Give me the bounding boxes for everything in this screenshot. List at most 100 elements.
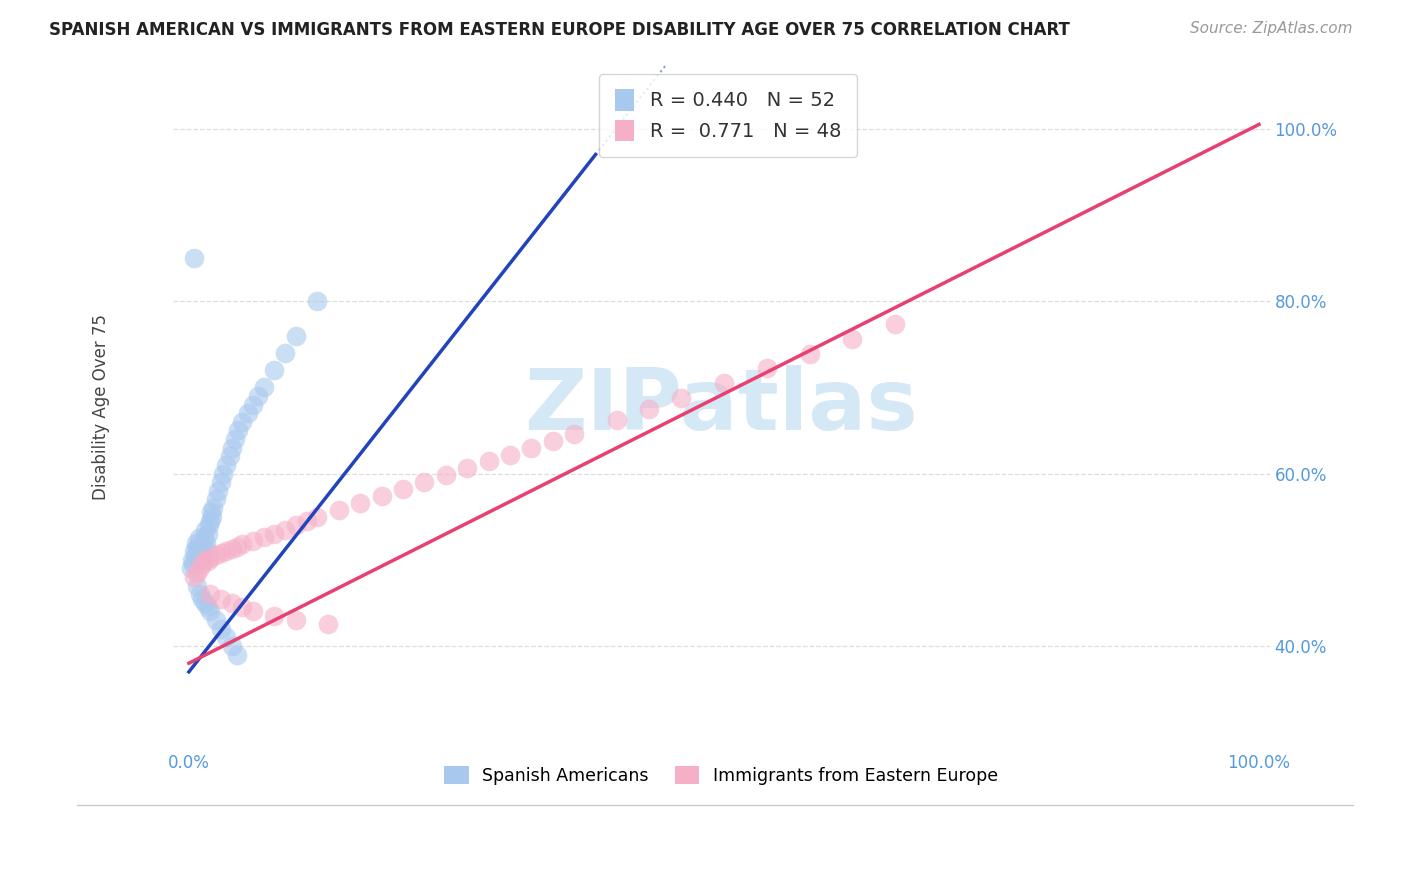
Point <box>247 389 270 403</box>
Point <box>221 542 243 557</box>
Point <box>263 527 285 541</box>
Point <box>328 502 350 516</box>
Point <box>191 540 214 554</box>
Y-axis label: Disability Age Over 75: Disability Age Over 75 <box>93 314 110 500</box>
Point <box>284 613 307 627</box>
Text: SPANISH AMERICAN VS IMMIGRANTS FROM EASTERN EUROPE DISABILITY AGE OVER 75 CORREL: SPANISH AMERICAN VS IMMIGRANTS FROM EAST… <box>49 21 1070 39</box>
Point <box>520 441 543 455</box>
Point <box>181 557 204 571</box>
Point <box>209 475 232 490</box>
Point <box>181 553 204 567</box>
Point <box>841 332 863 346</box>
Point <box>253 530 276 544</box>
Point <box>186 566 208 580</box>
Point <box>200 587 222 601</box>
Point <box>194 596 217 610</box>
Point <box>215 544 238 558</box>
Point <box>316 617 339 632</box>
Point <box>221 596 243 610</box>
Point <box>226 424 249 438</box>
Point <box>284 518 307 533</box>
Text: Source: ZipAtlas.com: Source: ZipAtlas.com <box>1189 21 1353 37</box>
Point <box>180 561 202 575</box>
Point <box>200 514 222 528</box>
Point <box>212 467 235 481</box>
Point <box>456 461 478 475</box>
Point <box>562 426 585 441</box>
Point <box>236 406 259 420</box>
Point <box>194 553 217 567</box>
Point <box>198 518 221 533</box>
Point <box>413 475 436 490</box>
Point <box>186 535 208 549</box>
Point <box>193 531 215 545</box>
Point <box>221 639 243 653</box>
Point <box>183 570 205 584</box>
Point <box>190 544 212 558</box>
Point <box>183 544 205 558</box>
Point <box>253 380 276 394</box>
Point <box>186 540 208 554</box>
Point <box>186 579 208 593</box>
Point <box>669 391 692 405</box>
Point <box>541 434 564 448</box>
Point <box>274 346 297 360</box>
Point <box>263 363 285 377</box>
Point <box>188 561 211 575</box>
Point <box>204 492 226 507</box>
Point <box>194 523 217 537</box>
Point <box>204 549 226 563</box>
Point <box>231 600 253 615</box>
Point <box>477 454 499 468</box>
Point <box>606 413 628 427</box>
Point <box>713 376 735 390</box>
Point <box>370 489 392 503</box>
Point <box>224 432 246 446</box>
Point <box>231 415 253 429</box>
Point <box>638 401 661 416</box>
Legend: Spanish Americans, Immigrants from Eastern Europe: Spanish Americans, Immigrants from Easte… <box>437 759 1005 792</box>
Point <box>188 553 211 567</box>
Point <box>231 537 253 551</box>
Point <box>349 496 371 510</box>
Point <box>221 441 243 455</box>
Point <box>201 509 224 524</box>
Point <box>209 622 232 636</box>
Point <box>197 554 219 568</box>
Point <box>307 294 329 309</box>
Point <box>200 505 222 519</box>
Text: ZIPatlas: ZIPatlas <box>524 365 918 449</box>
Point <box>434 468 457 483</box>
Point <box>204 613 226 627</box>
Point <box>242 398 264 412</box>
Point <box>242 605 264 619</box>
Point <box>226 648 249 662</box>
Point <box>215 458 238 472</box>
Point <box>209 591 232 606</box>
Point <box>295 514 318 528</box>
Point <box>307 509 329 524</box>
Point <box>274 523 297 537</box>
Point <box>392 482 415 496</box>
Point <box>197 527 219 541</box>
Point <box>755 361 778 376</box>
Point <box>226 540 249 554</box>
Point <box>188 587 211 601</box>
Point <box>197 600 219 615</box>
Point <box>884 318 907 332</box>
Point <box>200 605 222 619</box>
Point <box>218 450 240 464</box>
Point <box>207 483 229 498</box>
Point <box>202 501 225 516</box>
Point <box>195 544 218 558</box>
Point <box>190 557 212 571</box>
Point <box>195 535 218 549</box>
Point <box>183 251 205 265</box>
Point <box>190 549 212 563</box>
Point <box>190 591 212 606</box>
Point <box>184 549 207 563</box>
Point <box>187 531 209 545</box>
Point <box>284 328 307 343</box>
Point <box>200 551 222 566</box>
Point <box>499 448 522 462</box>
